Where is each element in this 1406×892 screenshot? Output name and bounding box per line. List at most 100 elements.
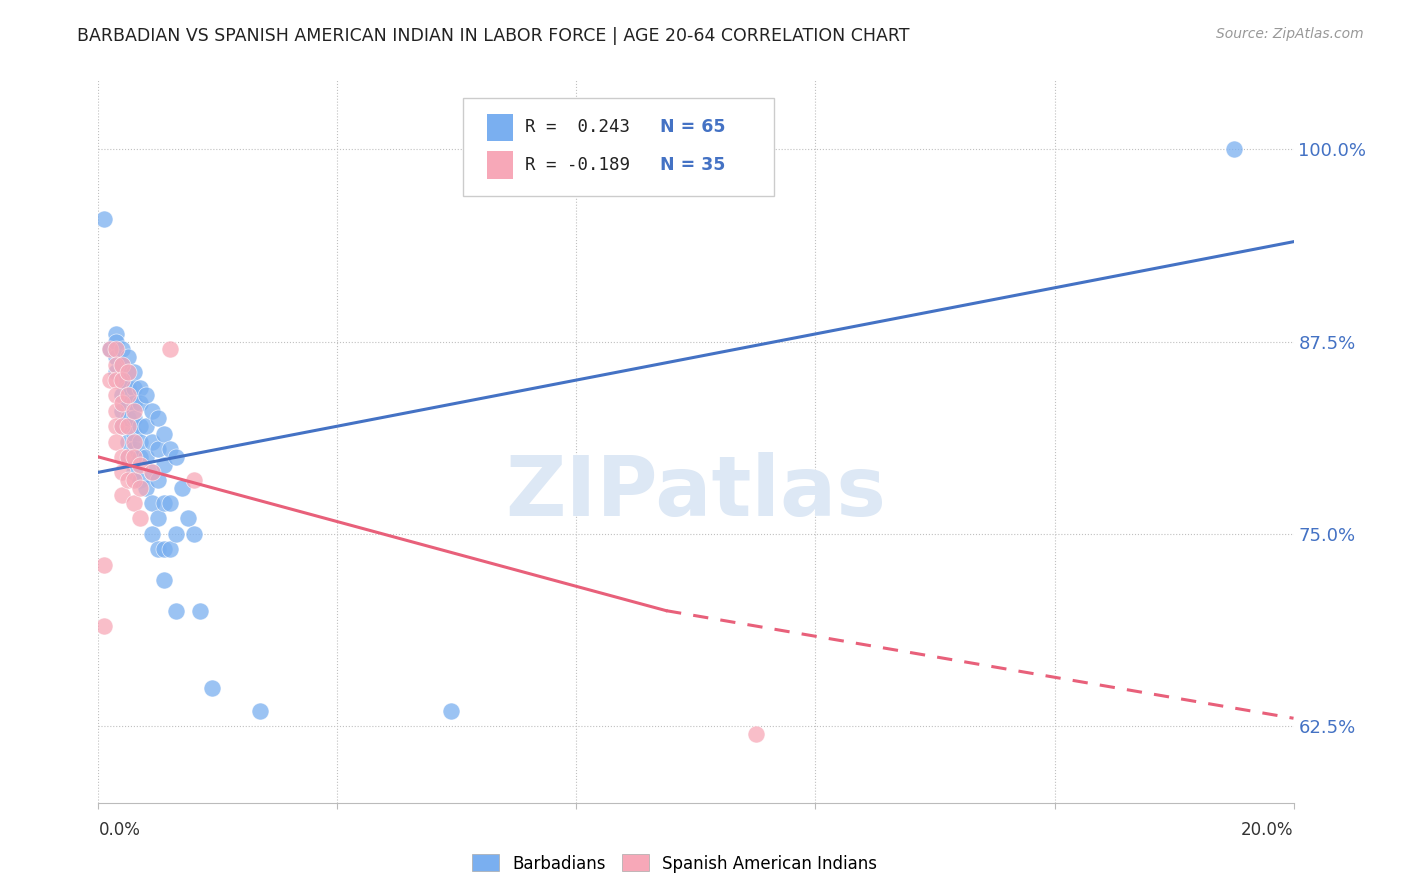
Point: [165, 450, 187, 464]
Point: [129, 381, 152, 395]
FancyBboxPatch shape: [463, 98, 773, 196]
Point: [124, 442, 146, 457]
Text: 20.0%: 20.0%: [1241, 822, 1294, 839]
Point: [117, 419, 139, 434]
Point: [440, 704, 463, 718]
Legend: Barbadians, Spanish American Indians: Barbadians, Spanish American Indians: [465, 847, 884, 880]
Text: Source: ZipAtlas.com: Source: ZipAtlas.com: [1216, 27, 1364, 41]
Point: [105, 343, 128, 357]
Text: ZIPatlas: ZIPatlas: [506, 451, 886, 533]
FancyBboxPatch shape: [486, 113, 513, 141]
Point: [117, 365, 139, 379]
Point: [124, 450, 146, 464]
Point: [148, 511, 170, 525]
Point: [105, 419, 128, 434]
Point: [98, 373, 122, 387]
Point: [1223, 143, 1246, 157]
Point: [135, 450, 157, 464]
Point: [141, 526, 163, 541]
Point: [105, 404, 128, 418]
Point: [159, 542, 181, 557]
Point: [159, 496, 181, 510]
Point: [148, 542, 170, 557]
Point: [124, 426, 146, 441]
Point: [148, 473, 170, 487]
Point: [98, 343, 122, 357]
Point: [117, 450, 139, 464]
Point: [105, 365, 128, 379]
Point: [117, 450, 139, 464]
Point: [153, 542, 176, 557]
Point: [124, 396, 146, 410]
Point: [153, 426, 176, 441]
Point: [111, 419, 134, 434]
Point: [105, 373, 128, 387]
Point: [141, 434, 163, 449]
Point: [105, 388, 128, 402]
Point: [129, 481, 152, 495]
Point: [135, 419, 157, 434]
Point: [129, 419, 152, 434]
Point: [124, 473, 146, 487]
Point: [111, 465, 134, 479]
Point: [111, 396, 134, 410]
Point: [124, 434, 146, 449]
Point: [111, 358, 134, 372]
Text: R =  0.243: R = 0.243: [524, 119, 630, 136]
Point: [111, 450, 134, 464]
Point: [111, 373, 134, 387]
Point: [129, 473, 152, 487]
FancyBboxPatch shape: [486, 151, 513, 178]
Point: [117, 350, 139, 364]
Point: [188, 604, 211, 618]
Point: [111, 373, 134, 387]
Point: [745, 726, 768, 740]
Text: BARBADIAN VS SPANISH AMERICAN INDIAN IN LABOR FORCE | AGE 20-64 CORRELATION CHAR: BARBADIAN VS SPANISH AMERICAN INDIAN IN …: [77, 27, 910, 45]
Point: [105, 326, 128, 341]
Point: [124, 496, 146, 510]
Point: [124, 465, 146, 479]
Point: [148, 442, 170, 457]
Point: [141, 404, 163, 418]
Point: [111, 419, 134, 434]
Point: [105, 358, 128, 372]
Point: [117, 473, 139, 487]
Point: [141, 465, 163, 479]
Point: [165, 526, 187, 541]
Point: [159, 442, 181, 457]
Point: [93, 211, 115, 226]
Point: [117, 381, 139, 395]
Point: [129, 396, 152, 410]
Point: [93, 558, 115, 572]
Point: [148, 411, 170, 425]
Point: [124, 411, 146, 425]
Point: [153, 458, 176, 472]
Point: [124, 404, 146, 418]
Point: [111, 343, 134, 357]
Point: [249, 704, 271, 718]
Point: [105, 350, 128, 364]
Point: [153, 496, 176, 510]
Point: [117, 365, 139, 379]
Point: [98, 343, 122, 357]
Point: [141, 496, 163, 510]
Point: [201, 681, 224, 695]
Point: [117, 388, 139, 402]
Text: N = 35: N = 35: [661, 156, 725, 174]
Point: [117, 396, 139, 410]
Text: N = 65: N = 65: [661, 119, 725, 136]
Point: [111, 404, 134, 418]
Point: [177, 511, 200, 525]
Point: [111, 358, 134, 372]
Point: [183, 526, 205, 541]
Point: [105, 434, 128, 449]
Point: [153, 573, 176, 587]
Point: [117, 411, 139, 425]
Text: R = -0.189: R = -0.189: [524, 156, 630, 174]
Point: [124, 381, 146, 395]
Point: [141, 465, 163, 479]
Text: 0.0%: 0.0%: [98, 822, 141, 839]
Point: [165, 604, 187, 618]
Point: [105, 334, 128, 349]
Point: [129, 458, 152, 472]
